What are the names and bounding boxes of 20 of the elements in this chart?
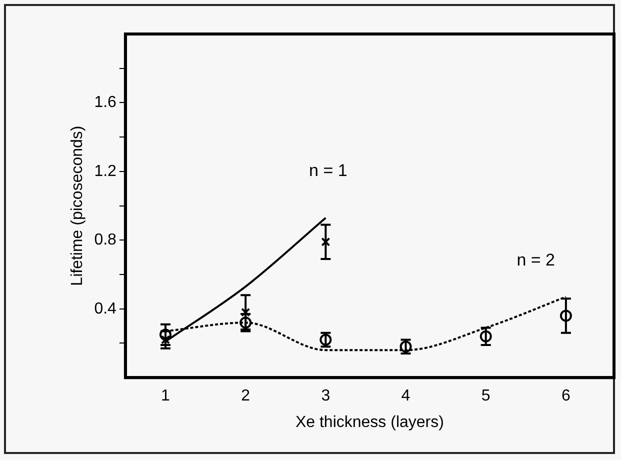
y-axis-title: Lifetime (picoseconds) bbox=[69, 126, 86, 286]
point bbox=[321, 237, 330, 246]
y-tick-label: 0.8 bbox=[94, 232, 117, 249]
point bbox=[480, 330, 492, 342]
x-tick-label: 4 bbox=[401, 388, 410, 405]
y-tick-label: 1.2 bbox=[94, 162, 117, 180]
annotation: n = 2 bbox=[516, 250, 555, 270]
point bbox=[159, 328, 172, 341]
y-tick-label: 0.4 bbox=[94, 300, 117, 318]
x-tick-label: 1 bbox=[161, 388, 170, 405]
point bbox=[560, 310, 572, 322]
point bbox=[240, 316, 252, 329]
y-tick-label: 1.6 bbox=[94, 94, 117, 112]
x-tick-label: 5 bbox=[481, 388, 490, 405]
x-tick-label: 3 bbox=[321, 388, 330, 405]
x-axis-title: Xe thickness (layers) bbox=[295, 414, 444, 431]
annotation: n = 1 bbox=[309, 161, 348, 180]
point bbox=[241, 308, 250, 317]
x-tick-label: 2 bbox=[241, 388, 250, 405]
x-tick-label: 6 bbox=[561, 388, 570, 405]
